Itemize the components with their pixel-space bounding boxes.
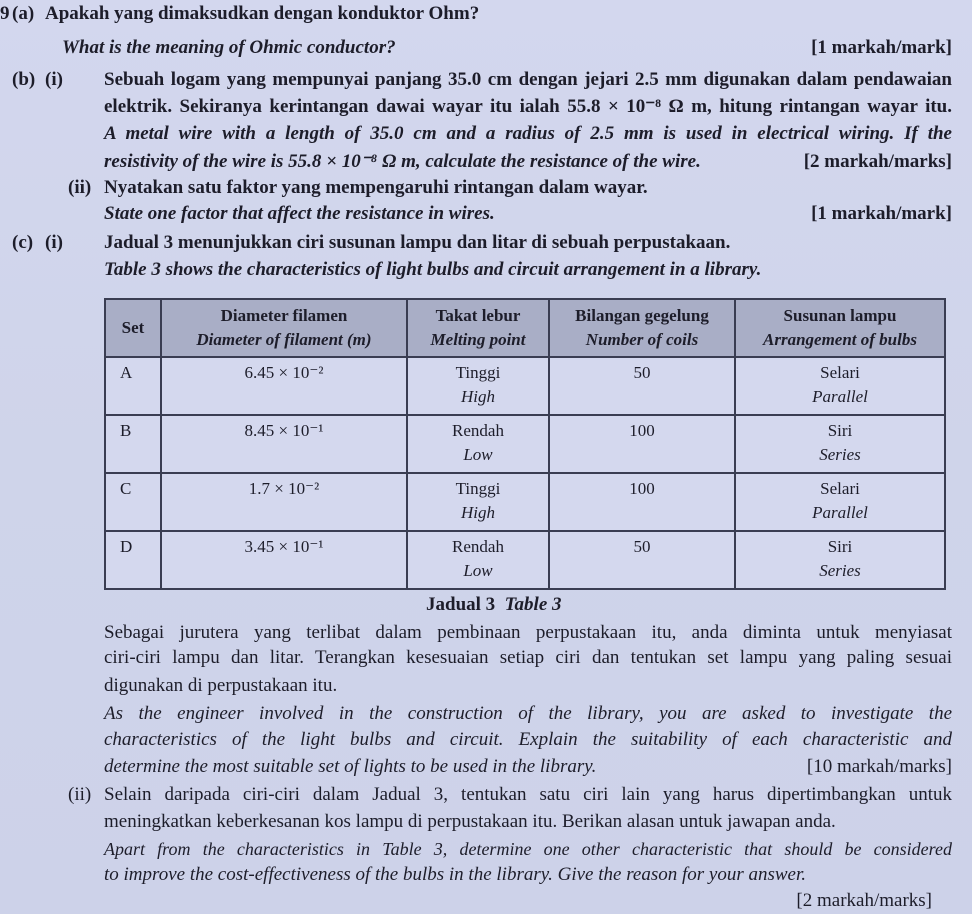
cell-melting-point: Rendah Low (406, 530, 550, 590)
table-row: D 3.45 × 10⁻¹ Rendah Low 50 Siri Series (104, 530, 946, 590)
part-c-ii-malay-line: meningkatkan keberkesanan kos lampu di p… (104, 811, 836, 832)
part-a-malay: Apakah yang dimaksudkan dengan konduktor… (45, 3, 480, 24)
part-a-english: What is the meaning of Ohmic conductor? (62, 37, 396, 58)
header-melting-point: Takat lebur Melting point (406, 298, 550, 358)
header-set: Set (104, 298, 162, 358)
cell-arrangement: Siri Series (734, 414, 946, 474)
table-3: Set Diameter filamen Diameter of filament… (104, 298, 946, 590)
cell-arrangement: Siri Series (734, 530, 946, 590)
header-coils: Bilangan gegelung Number of coils (548, 298, 736, 358)
cell-coils: 100 (548, 414, 736, 474)
header-arrangement: Susunan lampu Arrangement of bulbs (734, 298, 946, 358)
part-c-ii-english-line: to improve the cost-effectiveness of the… (104, 864, 806, 885)
cell-diameter: 1.7 × 10⁻² (160, 472, 408, 532)
cell-diameter: 6.45 × 10⁻² (160, 356, 408, 416)
cell-set: D (104, 530, 162, 590)
part-c-ii-malay-line: Selain daripada ciri-ciri dalam Jadual 3… (104, 784, 952, 805)
cell-melting-point: Rendah Low (406, 414, 550, 474)
table-row: B 8.45 × 10⁻¹ Rendah Low 100 Siri Series (104, 414, 946, 474)
cell-coils: 50 (548, 356, 736, 416)
question-number: 9 (0, 3, 10, 24)
table-row: A 6.45 × 10⁻² Tinggi High 50 Selari Parallel (104, 356, 946, 416)
part-b-ii-label: (ii) (68, 177, 92, 198)
part-c-ii-marks: [2 markah/marks] (796, 890, 932, 911)
part-c-i-malay-line: digunakan di perpustakaan itu. (104, 675, 338, 696)
part-c-i-malay-line: Sebagai jurutera yang terlibat dalam pem… (104, 622, 952, 643)
part-b-i-marks: [2 markah/marks] (803, 151, 952, 172)
part-b-ii-english: State one factor that affect the resista… (104, 203, 495, 224)
cell-set: C (104, 472, 162, 532)
cell-diameter: 8.45 × 10⁻¹ (160, 414, 408, 474)
part-c-ii-label: (ii) (68, 784, 92, 805)
part-c-i-marks: [10 markah/marks] (806, 756, 952, 777)
part-a-label: (a) (12, 3, 35, 24)
part-c-i-label: (i) (45, 232, 63, 253)
part-c-i-english-line: characteristics of the light bulbs and c… (104, 729, 952, 750)
table-caption: Jadual 3 Table 3 (426, 594, 562, 615)
part-c-i-malay: Jadual 3 menunjukkan ciri susunan lampu … (104, 232, 731, 253)
part-b-ii-marks: [1 markah/mark] (811, 203, 952, 224)
part-b-i-malay-line: elektrik. Sekiranya kerintangan dawai wa… (104, 96, 952, 117)
cell-diameter: 3.45 × 10⁻¹ (160, 530, 408, 590)
cell-coils: 50 (548, 530, 736, 590)
part-a-marks: [1 markah/mark] (811, 37, 952, 58)
part-c-i-english: Table 3 shows the characteristics of lig… (104, 259, 762, 280)
cell-arrangement: Selari Parallel (734, 472, 946, 532)
part-b-label: (b) (12, 69, 36, 90)
cell-melting-point: Tinggi High (406, 472, 550, 532)
part-c-i-malay-line: ciri-ciri lampu dan litar. Terangkan kes… (104, 647, 952, 668)
header-diameter: Diameter filamen Diameter of filament (m) (160, 298, 408, 358)
cell-set: A (104, 356, 162, 416)
part-b-ii-malay: Nyatakan satu faktor yang mempengaruhi r… (104, 177, 648, 198)
table-row: C 1.7 × 10⁻² Tinggi High 100 Selari Parallel (104, 472, 946, 532)
part-b-i-english-line: resistivity of the wire is 55.8 × 10⁻⁸ Ω… (104, 151, 701, 172)
cell-arrangement: Selari Parallel (734, 356, 946, 416)
table-header-row: Set Diameter filamen Diameter of filament… (104, 298, 946, 358)
part-c-i-english-line: As the engineer involved in the construc… (104, 703, 952, 724)
part-c-i-english-line: determine the most suitable set of light… (104, 756, 597, 777)
cell-set: B (104, 414, 162, 474)
part-c-label: (c) (12, 232, 34, 253)
cell-melting-point: Tinggi High (406, 356, 550, 416)
part-c-ii-english-line: Apart from the characteristics in Table … (104, 839, 952, 859)
part-b-i-english-line: A metal wire with a length of 35.0 cm an… (104, 123, 952, 144)
part-b-i-malay-line: Sebuah logam yang mempunyai panjang 35.0… (104, 69, 952, 90)
cell-coils: 100 (548, 472, 736, 532)
part-b-i-label: (i) (45, 69, 63, 90)
